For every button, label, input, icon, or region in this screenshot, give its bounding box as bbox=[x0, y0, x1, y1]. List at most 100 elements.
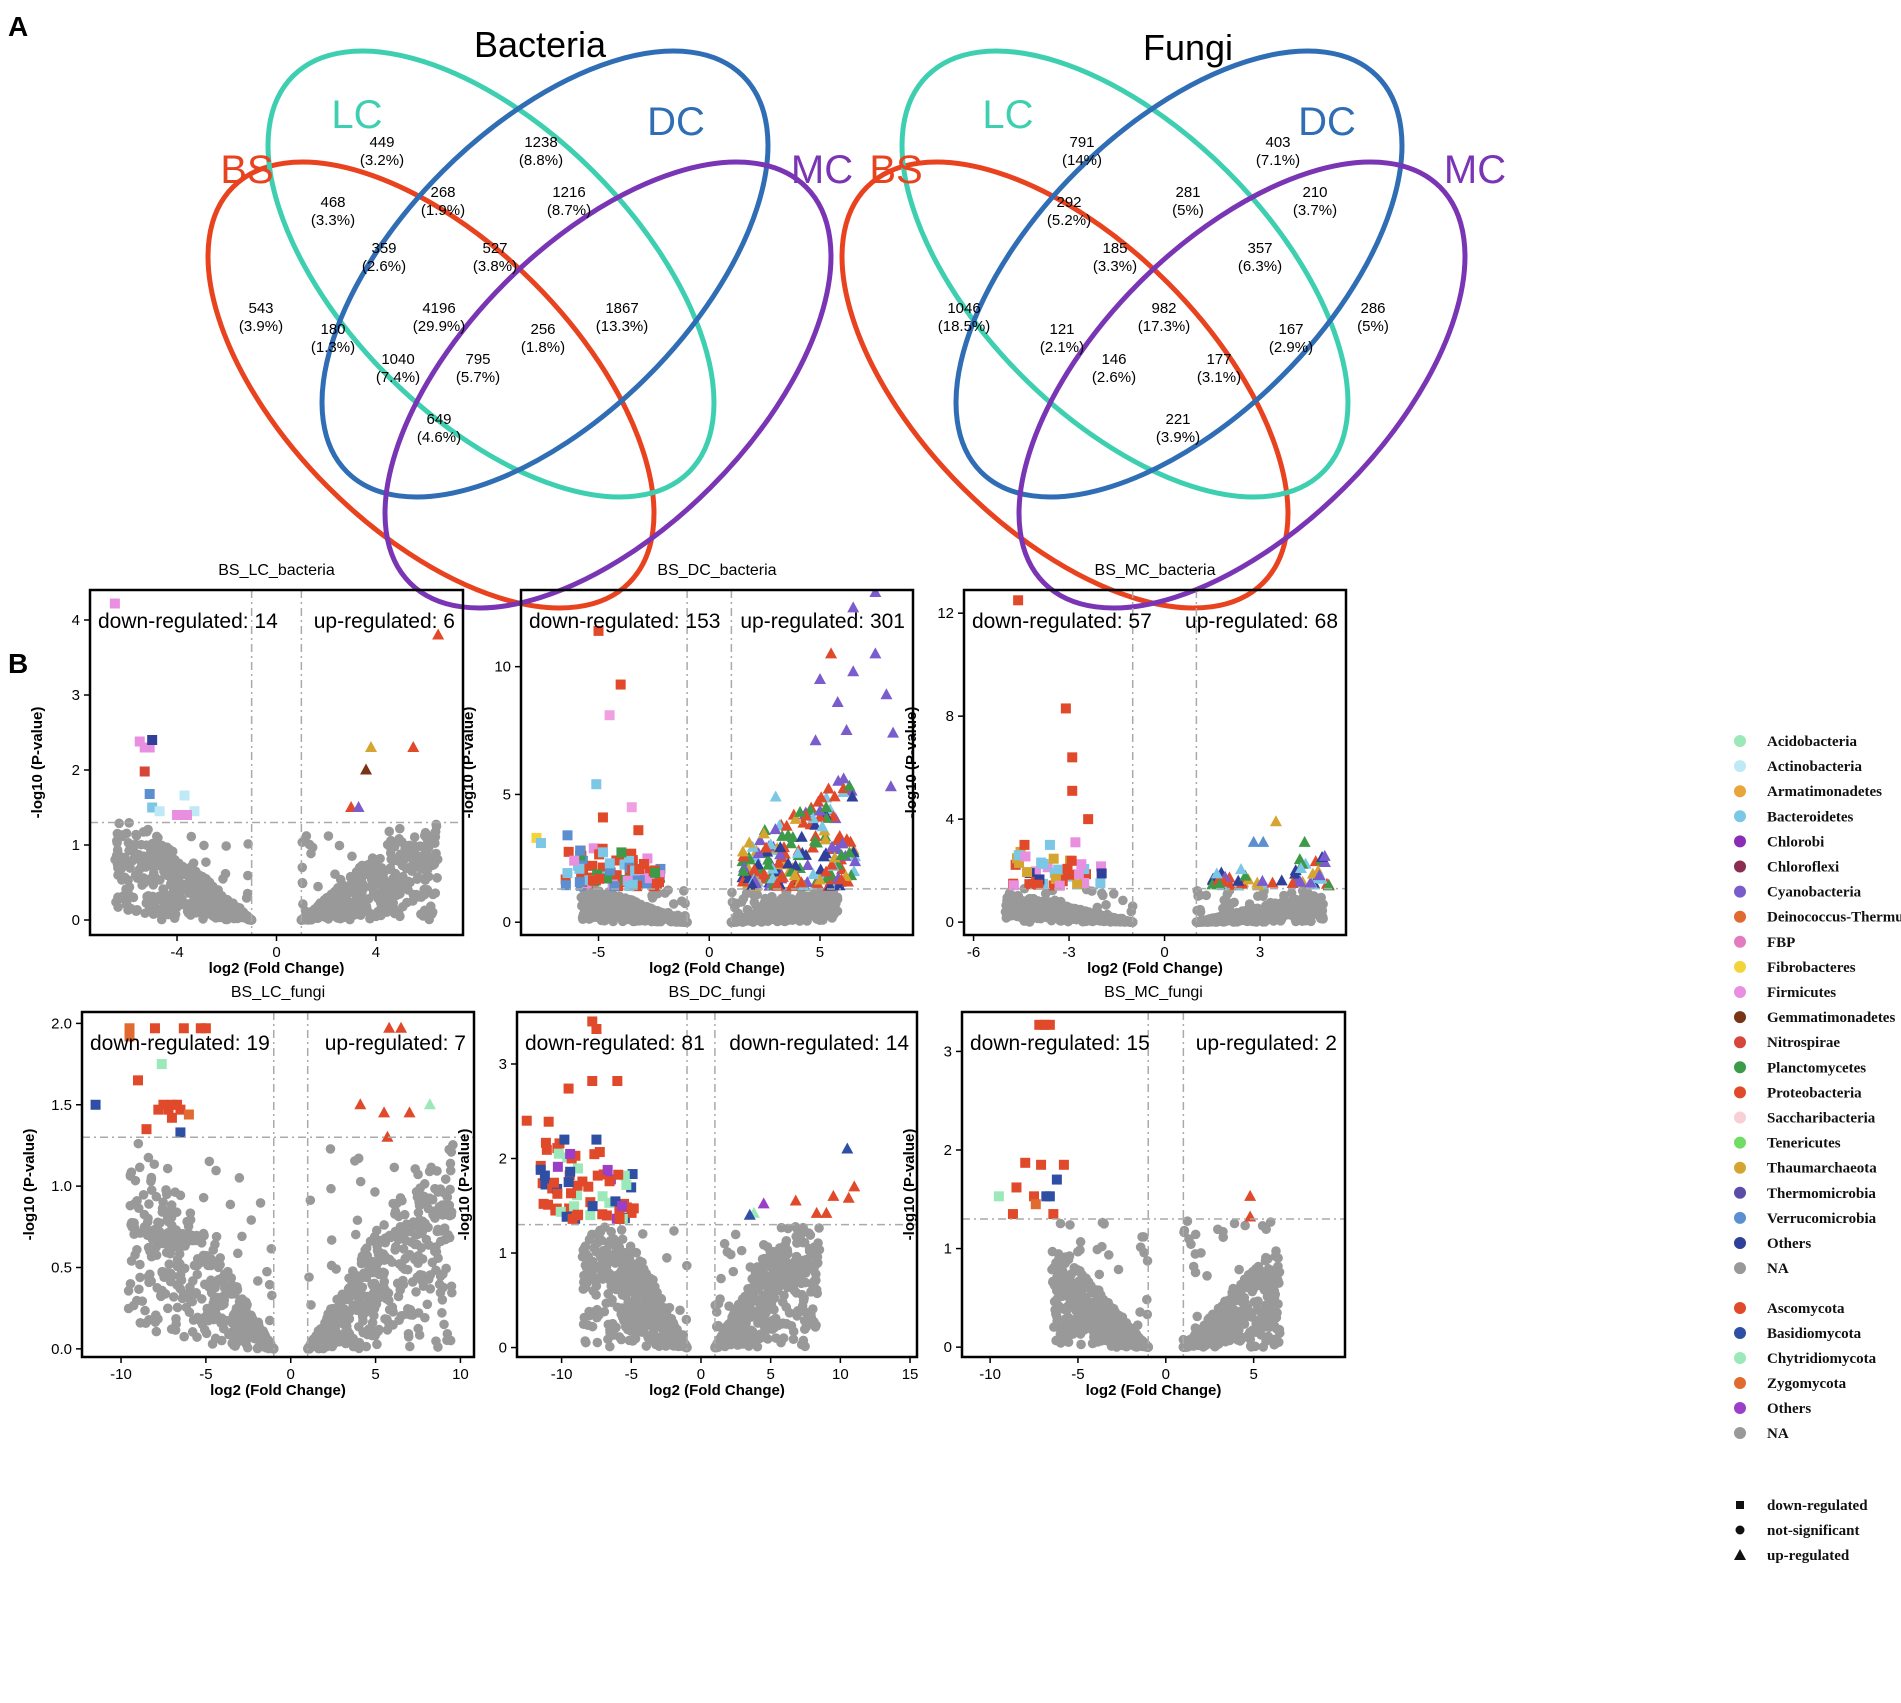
venn-region-percent: (18.5%) bbox=[938, 318, 991, 335]
venn-label-mc: MC bbox=[1444, 148, 1506, 192]
not-significant-point bbox=[1098, 911, 1108, 921]
not-significant-point bbox=[433, 1253, 443, 1263]
venn-region-count: 167 bbox=[1278, 321, 1303, 338]
up-regulated-point bbox=[1275, 874, 1288, 886]
not-significant-point bbox=[617, 1234, 628, 1245]
up-regulated-point bbox=[809, 818, 822, 830]
not-significant-point bbox=[578, 1319, 589, 1330]
down-regulated-point bbox=[1067, 752, 1078, 763]
venn-region-count: 1040 bbox=[381, 351, 414, 368]
up-regulated-point bbox=[1298, 835, 1311, 847]
up-regulated-point bbox=[774, 841, 787, 853]
x-tick-label: 0 bbox=[1160, 944, 1168, 961]
not-significant-point bbox=[388, 873, 398, 884]
not-significant-point bbox=[377, 897, 388, 908]
venn-region-percent: (2.6%) bbox=[362, 258, 406, 275]
not-significant-point bbox=[1301, 905, 1312, 915]
not-significant-point bbox=[614, 1332, 625, 1342]
down-regulated-point bbox=[1022, 867, 1033, 878]
up-regulated-point bbox=[381, 1130, 394, 1142]
not-significant-point bbox=[1120, 916, 1131, 926]
venn-region-percent: (5.2%) bbox=[1047, 212, 1091, 229]
venn-region-percent: (4.6%) bbox=[417, 429, 461, 446]
not-significant-point bbox=[605, 910, 616, 920]
not-significant-point bbox=[732, 916, 743, 926]
down-regulated-point bbox=[1072, 879, 1083, 890]
venn-region-count: 543 bbox=[248, 300, 273, 317]
up-regulated-point bbox=[799, 809, 812, 821]
not-significant-point bbox=[121, 859, 132, 870]
down-regulated-point bbox=[594, 873, 605, 884]
not-significant-point bbox=[325, 1144, 336, 1154]
down-regulated-point bbox=[1048, 853, 1059, 864]
down-regulated-point bbox=[560, 880, 571, 891]
not-significant-point bbox=[267, 1290, 277, 1301]
up-regulated-point bbox=[814, 804, 827, 816]
y-tick-label: 10 bbox=[494, 659, 511, 676]
not-significant-point bbox=[422, 1299, 433, 1310]
up-regulated-point bbox=[1210, 867, 1223, 879]
venn-region-percent: (2.9%) bbox=[1269, 339, 1313, 356]
down-regulated-point bbox=[633, 825, 644, 836]
y-tick-label: 2 bbox=[72, 762, 80, 779]
not-significant-point bbox=[805, 909, 815, 919]
up-regulated-point bbox=[760, 841, 773, 853]
not-significant-point bbox=[213, 885, 223, 895]
not-significant-point bbox=[210, 1307, 220, 1318]
not-significant-point bbox=[125, 1278, 136, 1289]
down-regulated-point bbox=[109, 598, 120, 609]
not-significant-point bbox=[135, 1259, 145, 1270]
not-significant-point bbox=[727, 887, 737, 898]
not-significant-point bbox=[423, 1222, 433, 1233]
not-significant-point bbox=[775, 911, 785, 922]
down-regulated-count: down-regulated: 14 bbox=[98, 610, 278, 633]
plot-frame bbox=[962, 588, 1348, 937]
not-significant-point bbox=[1212, 916, 1222, 927]
not-significant-point bbox=[242, 1342, 253, 1353]
up-regulated-point bbox=[769, 823, 782, 835]
not-significant-point bbox=[112, 828, 123, 839]
down-regulated-point bbox=[1044, 839, 1055, 850]
down-regulated-point bbox=[181, 810, 192, 820]
venn-bacteria: Bacteria BS LC DC MC 449(3.2%)1238(8.8%)… bbox=[205, 24, 853, 611]
not-significant-point bbox=[663, 885, 673, 895]
not-significant-point bbox=[187, 884, 198, 895]
not-significant-point bbox=[175, 1284, 186, 1294]
up-regulated-point bbox=[746, 878, 759, 890]
venn-set-lc bbox=[265, 48, 717, 500]
not-significant-point bbox=[350, 1272, 360, 1282]
not-significant-point bbox=[412, 874, 423, 884]
not-significant-point bbox=[439, 1319, 449, 1330]
down-regulated-point bbox=[158, 1099, 169, 1110]
not-significant-point bbox=[395, 836, 406, 847]
not-significant-point bbox=[237, 1231, 247, 1242]
not-significant-point bbox=[266, 1243, 277, 1254]
venn-region-count: 268 bbox=[430, 184, 455, 201]
not-significant-point bbox=[395, 880, 406, 891]
x-tick-label: -5 bbox=[199, 1366, 212, 1383]
not-significant-point bbox=[1195, 904, 1205, 915]
down-regulated-point bbox=[624, 855, 635, 866]
down-regulated-point bbox=[602, 873, 613, 884]
not-significant-point bbox=[442, 1329, 453, 1339]
venn-region-count: 1216 bbox=[552, 184, 585, 201]
up-regulated-point bbox=[820, 800, 833, 812]
not-significant-point bbox=[175, 895, 186, 906]
x-tick-label: -6 bbox=[967, 944, 980, 961]
not-significant-point bbox=[668, 899, 679, 909]
not-significant-point bbox=[412, 1272, 423, 1282]
not-significant-point bbox=[156, 904, 166, 914]
down-regulated-point bbox=[144, 742, 155, 753]
venn-label-lc: LC bbox=[982, 93, 1033, 137]
not-significant-point bbox=[448, 1140, 458, 1150]
up-regulated-point bbox=[774, 848, 787, 860]
not-significant-point bbox=[144, 1199, 154, 1209]
up-regulated-point bbox=[1266, 876, 1279, 888]
down-regulated-point bbox=[124, 1031, 135, 1042]
not-significant-point bbox=[1275, 901, 1285, 911]
not-significant-point bbox=[192, 1269, 203, 1280]
not-significant-point bbox=[766, 1316, 776, 1327]
not-significant-point bbox=[424, 914, 435, 925]
not-significant-point bbox=[798, 1335, 809, 1346]
